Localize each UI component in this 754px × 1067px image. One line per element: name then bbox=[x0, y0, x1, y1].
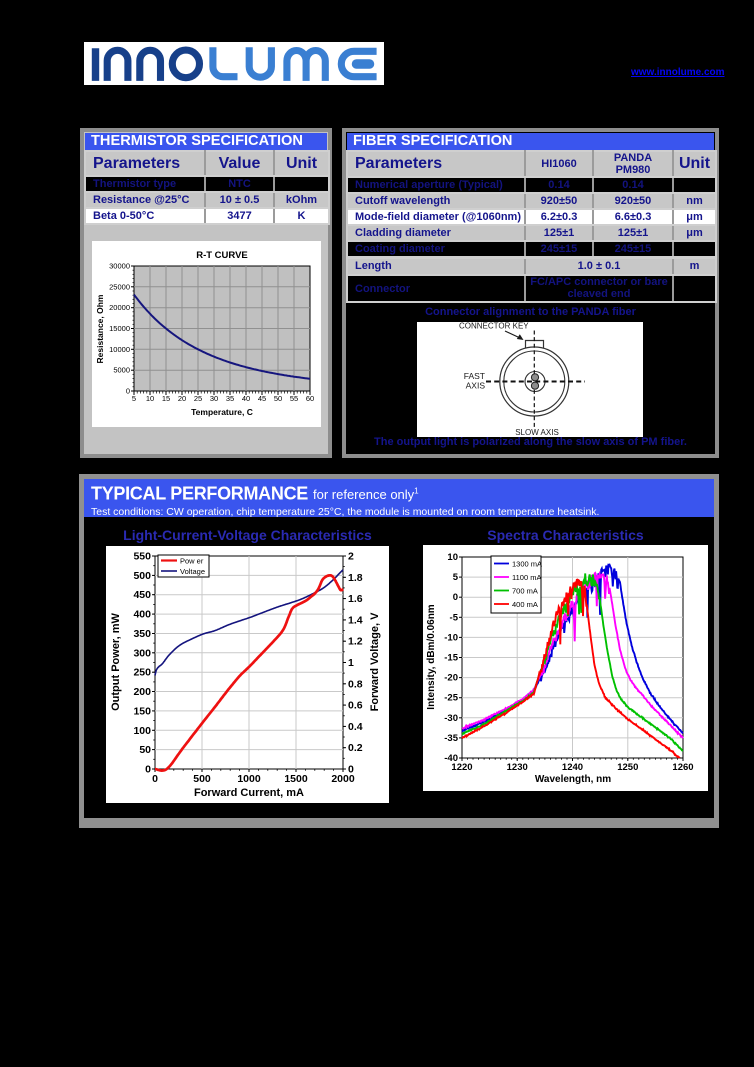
svg-text:1220: 1220 bbox=[451, 762, 472, 773]
svg-text:15: 15 bbox=[162, 394, 170, 403]
svg-text:30000: 30000 bbox=[109, 262, 130, 271]
svg-text:-15: -15 bbox=[444, 653, 458, 664]
svg-text:Pow er: Pow er bbox=[180, 557, 204, 566]
svg-text:35: 35 bbox=[226, 394, 234, 403]
svg-text:400 mA: 400 mA bbox=[512, 600, 538, 609]
svg-text:-25: -25 bbox=[444, 693, 458, 704]
svg-text:25: 25 bbox=[194, 394, 202, 403]
svg-text:5: 5 bbox=[132, 394, 136, 403]
svg-text:10000: 10000 bbox=[109, 345, 130, 354]
svg-text:1: 1 bbox=[348, 657, 354, 669]
svg-text:0: 0 bbox=[145, 764, 151, 776]
svg-text:1.2: 1.2 bbox=[348, 636, 363, 648]
svg-text:550: 550 bbox=[133, 551, 151, 563]
svg-text:55: 55 bbox=[290, 394, 298, 403]
svg-text:25000: 25000 bbox=[109, 282, 130, 291]
svg-text:30: 30 bbox=[210, 394, 218, 403]
svg-text:0: 0 bbox=[348, 764, 354, 776]
svg-text:1.6: 1.6 bbox=[348, 593, 363, 605]
svg-text:350: 350 bbox=[133, 628, 151, 640]
svg-text:400: 400 bbox=[133, 609, 151, 621]
svg-text:450: 450 bbox=[133, 589, 151, 601]
svg-text:50: 50 bbox=[139, 744, 151, 756]
svg-text:-35: -35 bbox=[444, 733, 458, 744]
svg-text:1300 mA: 1300 mA bbox=[512, 559, 542, 568]
svg-text:Resistance, Ohm: Resistance, Ohm bbox=[95, 294, 105, 363]
svg-text:40: 40 bbox=[242, 394, 250, 403]
svg-text:20: 20 bbox=[178, 394, 186, 403]
svg-text:Forward Voltage, V: Forward Voltage, V bbox=[369, 612, 381, 711]
svg-text:-30: -30 bbox=[444, 713, 458, 724]
svg-text:15000: 15000 bbox=[109, 324, 130, 333]
svg-text:100: 100 bbox=[133, 725, 151, 737]
svg-text:0.4: 0.4 bbox=[348, 721, 363, 733]
svg-text:-20: -20 bbox=[444, 673, 458, 684]
svg-text:500: 500 bbox=[133, 570, 151, 582]
svg-text:10: 10 bbox=[447, 552, 458, 563]
svg-text:Wavelength, nm: Wavelength, nm bbox=[535, 774, 611, 785]
svg-text:300: 300 bbox=[133, 647, 151, 659]
svg-text:0: 0 bbox=[152, 773, 158, 785]
svg-text:1260: 1260 bbox=[672, 762, 693, 773]
svg-text:-10: -10 bbox=[444, 632, 458, 643]
svg-text:0: 0 bbox=[453, 592, 458, 603]
svg-text:1000: 1000 bbox=[237, 773, 261, 785]
svg-text:1230: 1230 bbox=[507, 762, 528, 773]
svg-text:250: 250 bbox=[133, 667, 151, 679]
svg-text:Forward Current, mA: Forward Current, mA bbox=[194, 787, 304, 799]
svg-text:0.8: 0.8 bbox=[348, 678, 363, 690]
svg-text:Voltage: Voltage bbox=[180, 567, 205, 576]
svg-text:60: 60 bbox=[306, 394, 314, 403]
svg-text:Output Power, mW: Output Power, mW bbox=[110, 612, 122, 710]
svg-text:FAST: FAST bbox=[464, 371, 485, 381]
svg-text:2: 2 bbox=[348, 551, 354, 563]
svg-text:-40: -40 bbox=[444, 753, 458, 764]
svg-text:R-T CURVE: R-T CURVE bbox=[196, 250, 248, 261]
svg-text:1250: 1250 bbox=[617, 762, 638, 773]
svg-text:5000: 5000 bbox=[113, 366, 130, 375]
svg-text:50: 50 bbox=[274, 394, 282, 403]
svg-text:Intensity, dBm/0.06nm: Intensity, dBm/0.06nm bbox=[426, 604, 437, 710]
svg-text:2000: 2000 bbox=[331, 773, 355, 785]
svg-text:0: 0 bbox=[126, 387, 130, 396]
svg-text:700 mA: 700 mA bbox=[512, 586, 538, 595]
svg-text:500: 500 bbox=[193, 773, 211, 785]
svg-text:SLOW AXIS: SLOW AXIS bbox=[515, 428, 559, 437]
svg-text:5: 5 bbox=[453, 572, 459, 583]
svg-text:-5: -5 bbox=[450, 612, 459, 623]
svg-text:CONNECTOR KEY: CONNECTOR KEY bbox=[459, 322, 529, 331]
svg-text:1240: 1240 bbox=[562, 762, 583, 773]
svg-text:20000: 20000 bbox=[109, 303, 130, 312]
svg-text:AXIS: AXIS bbox=[466, 381, 486, 391]
svg-text:0.6: 0.6 bbox=[348, 700, 363, 712]
svg-text:10: 10 bbox=[146, 394, 154, 403]
svg-text:1500: 1500 bbox=[284, 773, 308, 785]
svg-text:1100 mA: 1100 mA bbox=[512, 573, 541, 582]
svg-text:200: 200 bbox=[133, 686, 151, 698]
svg-text:0.2: 0.2 bbox=[348, 742, 363, 754]
svg-text:Temperature, C: Temperature, C bbox=[191, 407, 253, 417]
svg-text:1.8: 1.8 bbox=[348, 572, 363, 584]
svg-text:45: 45 bbox=[258, 394, 266, 403]
svg-text:150: 150 bbox=[133, 705, 151, 717]
svg-text:1.4: 1.4 bbox=[348, 614, 363, 626]
